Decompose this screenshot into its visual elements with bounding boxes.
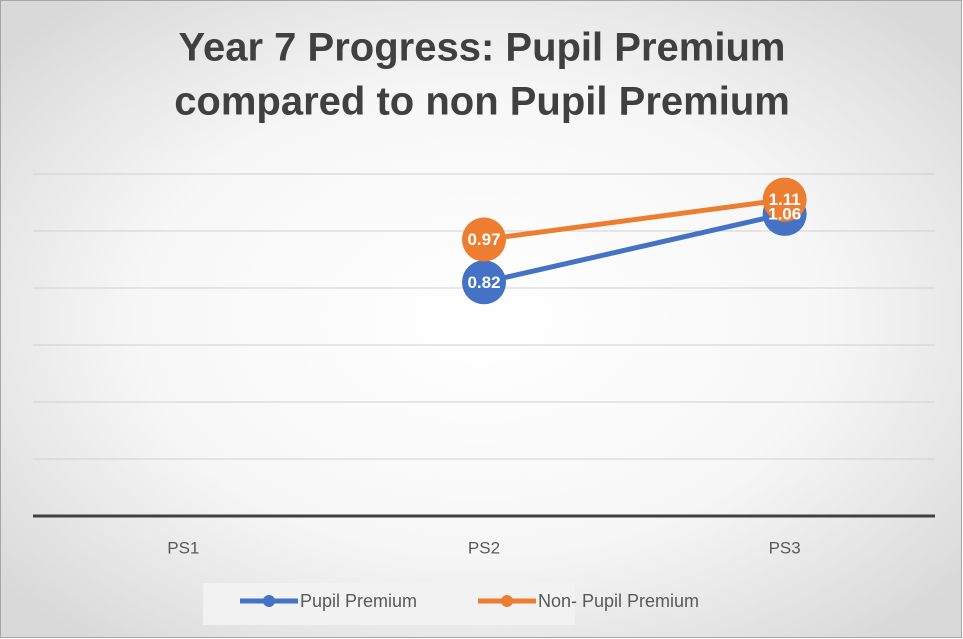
data-point bbox=[762, 177, 807, 222]
x-tick-label: PS2 bbox=[468, 538, 500, 557]
data-label: 1.11 bbox=[769, 190, 801, 209]
x-tick-label: PS1 bbox=[167, 538, 199, 557]
data-point bbox=[462, 217, 506, 262]
legend-label: Non- Pupil Premium bbox=[538, 591, 699, 611]
chart-title: Year 7 Progress: Pupil Premium bbox=[179, 26, 786, 70]
data-label: 0.97 bbox=[467, 230, 500, 249]
data-label: 1.06 bbox=[768, 204, 801, 223]
chart-title: compared to non Pupil Premium bbox=[174, 80, 790, 124]
legend-label: Pupil Premium bbox=[300, 591, 417, 611]
legend-marker bbox=[263, 595, 275, 607]
data-label: 0.82 bbox=[467, 273, 500, 292]
data-point bbox=[462, 260, 506, 305]
series-line bbox=[483, 211, 786, 285]
series-line bbox=[483, 197, 785, 243]
x-tick-label: PS3 bbox=[769, 538, 801, 557]
legend-marker bbox=[501, 595, 513, 607]
